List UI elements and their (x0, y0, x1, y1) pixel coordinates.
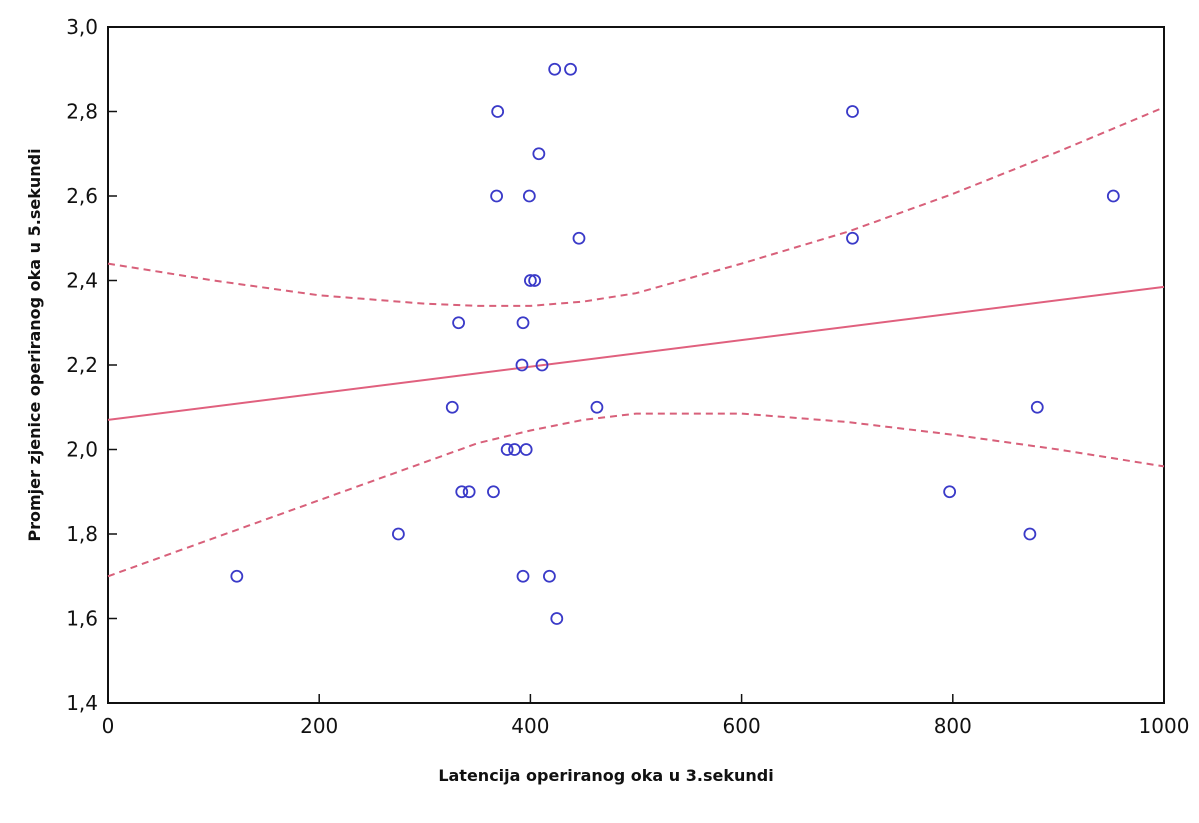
data-point (532, 147, 546, 161)
y-tick-label: 1,6 (66, 607, 98, 631)
data-points (230, 62, 1120, 625)
y-tick-label: 2,2 (66, 353, 98, 377)
x-tick-label: 600 (723, 714, 761, 738)
y-tick-label: 1,8 (66, 522, 98, 546)
data-point (564, 62, 577, 76)
plot-area (107, 26, 1165, 704)
data-point (462, 485, 476, 499)
regression-line (107, 285, 1165, 421)
data-point (490, 189, 504, 203)
data-point (1106, 189, 1120, 203)
data-point (550, 612, 564, 625)
data-point (455, 485, 469, 499)
x-axis: 0 200 400 600 800 1000 (102, 694, 1190, 738)
data-point (515, 358, 529, 372)
x-tick-label: 1000 (1139, 714, 1190, 738)
data-point (524, 274, 537, 287)
data-point (391, 527, 405, 541)
data-point (535, 358, 549, 372)
data-point (943, 485, 957, 499)
data-point (452, 316, 465, 330)
data-point (528, 274, 542, 287)
data-point (1023, 527, 1037, 541)
data-point (846, 231, 859, 245)
y-axis: 1,4 1,6 1,8 2,0 2,2 2,4 2,6 2,8 3,0 (66, 15, 117, 715)
data-point (445, 400, 459, 414)
x-tick-label: 800 (934, 714, 972, 738)
y-tick-label: 2,6 (66, 184, 98, 208)
x-tick-label: 0 (102, 714, 115, 738)
y-tick-label: 1,4 (66, 691, 98, 715)
data-point (516, 569, 530, 583)
data-point (543, 569, 556, 583)
data-point (846, 105, 859, 118)
y-tick-label: 2,4 (66, 269, 98, 293)
data-point (548, 62, 562, 76)
regression-line-group (107, 285, 1165, 421)
x-tick-label: 400 (511, 714, 549, 738)
y-axis-title: Promjer zjenice operiranog oka u 5.sekun… (25, 148, 44, 541)
data-point (500, 443, 514, 456)
data-point (491, 105, 505, 118)
data-point (516, 316, 530, 330)
data-point (230, 569, 244, 583)
data-point (487, 485, 500, 499)
y-tick-label: 2,0 (66, 438, 98, 462)
data-point (1030, 400, 1044, 414)
data-point (522, 189, 536, 203)
y-tick-label: 2,8 (66, 100, 98, 124)
data-point (519, 443, 533, 456)
y-tick-label: 3,0 (66, 15, 98, 39)
data-point (572, 231, 586, 245)
data-point (590, 400, 604, 414)
x-tick-label: 200 (300, 714, 338, 738)
x-axis-title: Latencija operiranog oka u 3.sekundi (438, 766, 773, 785)
